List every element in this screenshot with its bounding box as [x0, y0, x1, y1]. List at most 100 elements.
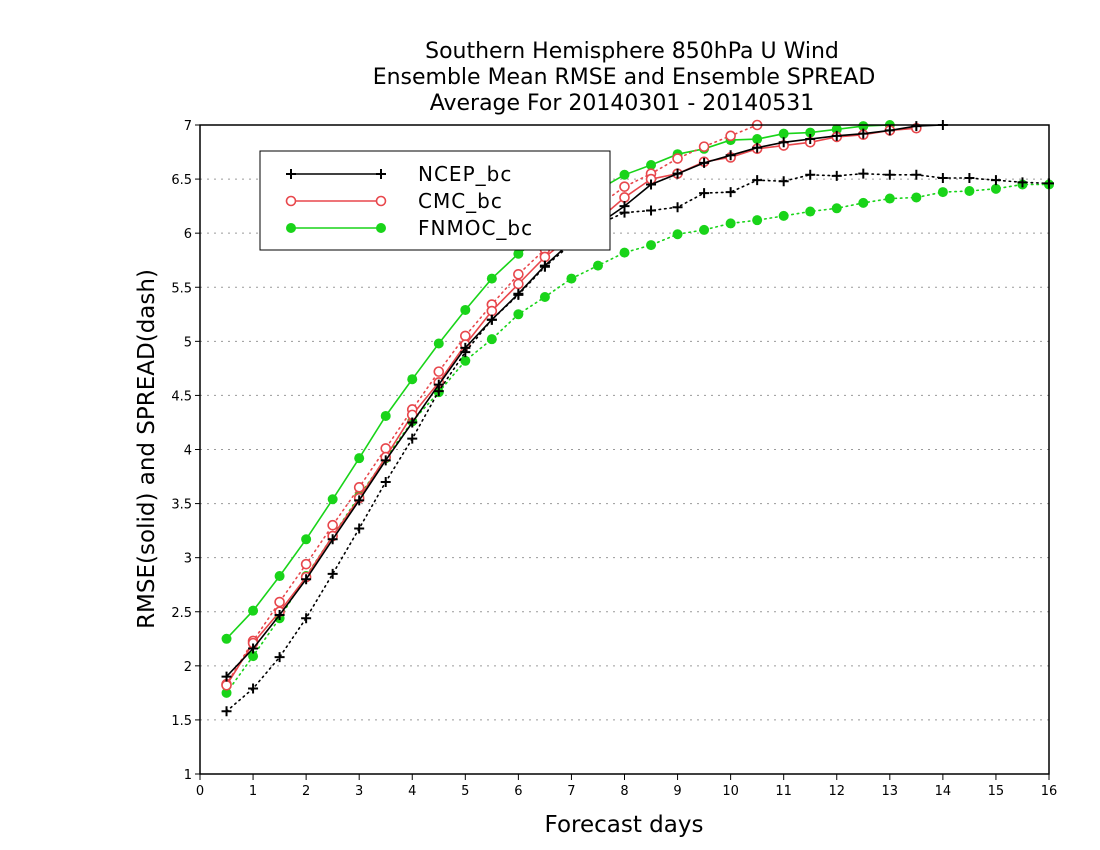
spread-point-cmc-bc	[327, 519, 338, 531]
spread-point-ncep-bc	[327, 568, 338, 579]
spread-point-cmc-bc	[725, 130, 736, 142]
spread-point-ncep-bc	[778, 176, 789, 187]
spread-point-cmc-bc	[513, 268, 524, 280]
spread-point-fnmoc-bc	[831, 203, 842, 214]
rmse-point-ncep-bc	[619, 201, 630, 212]
legend-item-fnmoc-bc: FNMOC_bc	[286, 216, 533, 240]
rmse-point-ncep-bc	[752, 142, 763, 153]
spread-point-fnmoc-bc	[672, 229, 683, 240]
x-tick-label: 6	[514, 784, 522, 799]
legend-label-ncep-bc: NCEP_bc	[418, 162, 512, 186]
rmse-point-cmc-bc	[513, 278, 524, 290]
legend-label-fnmoc-bc: FNMOC_bc	[418, 216, 533, 240]
y-tick-label: 4.5	[171, 389, 192, 404]
y-tick-label: 4	[184, 444, 192, 459]
spread-point-ncep-bc	[805, 169, 816, 180]
x-tick-label: 13	[882, 784, 899, 799]
rmse-point-ncep-bc	[539, 260, 550, 271]
x-tick-label: 1	[249, 784, 257, 799]
rmse-point-cmc-bc	[486, 305, 498, 317]
spread-point-fnmoc-bc	[539, 291, 550, 302]
spread-point-ncep-bc	[672, 202, 683, 213]
x-tick-label: 12	[828, 784, 845, 799]
spread-point-ncep-bc	[274, 652, 285, 663]
x-tick-label: 16	[1041, 784, 1058, 799]
spread-point-cmc-bc	[672, 153, 683, 164]
rmse-point-ncep-bc	[858, 128, 869, 139]
rmse-point-fnmoc-bc	[778, 128, 789, 139]
spread-point-fnmoc-bc	[486, 334, 497, 345]
legend-marker-ncep-bc	[286, 169, 296, 179]
spread-point-fnmoc-bc	[460, 355, 471, 366]
x-tick-label: 14	[935, 784, 952, 799]
title-line-3: Average For 20140301 - 20140531	[430, 91, 815, 116]
y-axis-label: RMSE(solid) and SPREAD(dash)	[134, 269, 160, 629]
rmse-point-ncep-bc	[805, 134, 816, 145]
rmse-point-fnmoc-bc	[354, 453, 365, 464]
spread-point-fnmoc-bc	[725, 218, 736, 229]
spread-point-cmc-bc	[698, 141, 710, 152]
rmse-point-ncep-bc	[831, 130, 842, 141]
rmse-point-fnmoc-bc	[619, 169, 630, 180]
rmse-point-ncep-bc	[646, 179, 657, 190]
y-tick-label: 3.5	[171, 498, 192, 513]
spread-point-fnmoc-bc	[248, 651, 259, 662]
rmse-point-cmc-bc	[619, 192, 630, 203]
y-tick-label: 5.5	[171, 281, 192, 296]
spread-point-fnmoc-bc	[646, 240, 657, 251]
spread-point-cmc-bc	[274, 596, 285, 608]
rmse-point-fnmoc-bc	[221, 633, 232, 644]
rmse-point-fnmoc-bc	[646, 160, 657, 171]
spread-point-fnmoc-bc	[964, 185, 975, 196]
spread-line-ncep-bc	[225, 172, 1050, 713]
spread-point-ncep-bc	[858, 168, 869, 179]
y-tick-label: 1	[184, 768, 192, 783]
rmse-point-fnmoc-bc	[460, 304, 471, 315]
legend-marker-cmc-bc	[375, 195, 387, 207]
rmse-point-cmc-bc	[539, 251, 551, 263]
spread-point-ncep-bc	[301, 613, 312, 624]
spread-point-fnmoc-bc	[513, 309, 524, 320]
spread-point-ncep-bc	[407, 433, 418, 444]
x-tick-label: 15	[988, 784, 1005, 799]
spread-point-ncep-bc	[354, 523, 365, 534]
grid	[200, 178, 1049, 721]
spread-point-cmc-bc	[353, 482, 365, 493]
spread-point-ncep-bc	[380, 476, 391, 487]
spread-point-fnmoc-bc	[699, 224, 710, 235]
legend: NCEP_bc CMC_bc FNMOC_bc	[259, 150, 611, 251]
spread-point-cmc-bc	[460, 330, 471, 342]
spread-point-ncep-bc	[911, 169, 922, 180]
rmse-point-fnmoc-bc	[486, 273, 497, 284]
rmse-point-ncep-bc	[911, 121, 922, 132]
x-tick-label: 5	[461, 784, 469, 799]
spread-point-ncep-bc	[1017, 177, 1028, 188]
rmse-point-fnmoc-bc	[831, 124, 842, 135]
rmse-point-ncep-bc	[486, 314, 497, 325]
x-tick-label: 0	[196, 784, 204, 799]
x-tick-label: 10	[722, 784, 739, 799]
legend-marker-fnmoc-bc	[376, 223, 386, 233]
y-tick-label: 6.5	[171, 173, 192, 188]
spread-point-ncep-bc	[725, 187, 736, 198]
spread-line-fnmoc-bc	[225, 183, 1050, 694]
rmse-point-ncep-bc	[513, 288, 524, 299]
legend-item-ncep-bc: NCEP_bc	[286, 162, 512, 186]
spread-point-ncep-bc	[884, 169, 895, 180]
legend-label-cmc-bc: CMC_bc	[418, 189, 503, 213]
x-tick-label: 9	[673, 784, 681, 799]
rmse-point-fnmoc-bc	[858, 121, 869, 132]
x-tick-label: 2	[302, 784, 310, 799]
axes: 11.522.533.544.555.566.570 1 2 3 4 5 6 7 8 9 10 11 1…	[171, 119, 1057, 799]
spread-point-fnmoc-bc	[858, 197, 869, 208]
legend-marker-ncep-bc	[376, 169, 386, 179]
x-tick-label: 4	[408, 784, 416, 799]
x-tick-label: 11	[775, 784, 792, 799]
spread-point-fnmoc-bc	[221, 687, 232, 698]
spread-point-fnmoc-bc	[778, 210, 789, 221]
spread-point-fnmoc-bc	[884, 193, 895, 204]
rmse-point-fnmoc-bc	[274, 571, 285, 582]
rmse-point-ncep-bc	[433, 379, 444, 390]
spread-point-fnmoc-bc	[937, 187, 948, 198]
